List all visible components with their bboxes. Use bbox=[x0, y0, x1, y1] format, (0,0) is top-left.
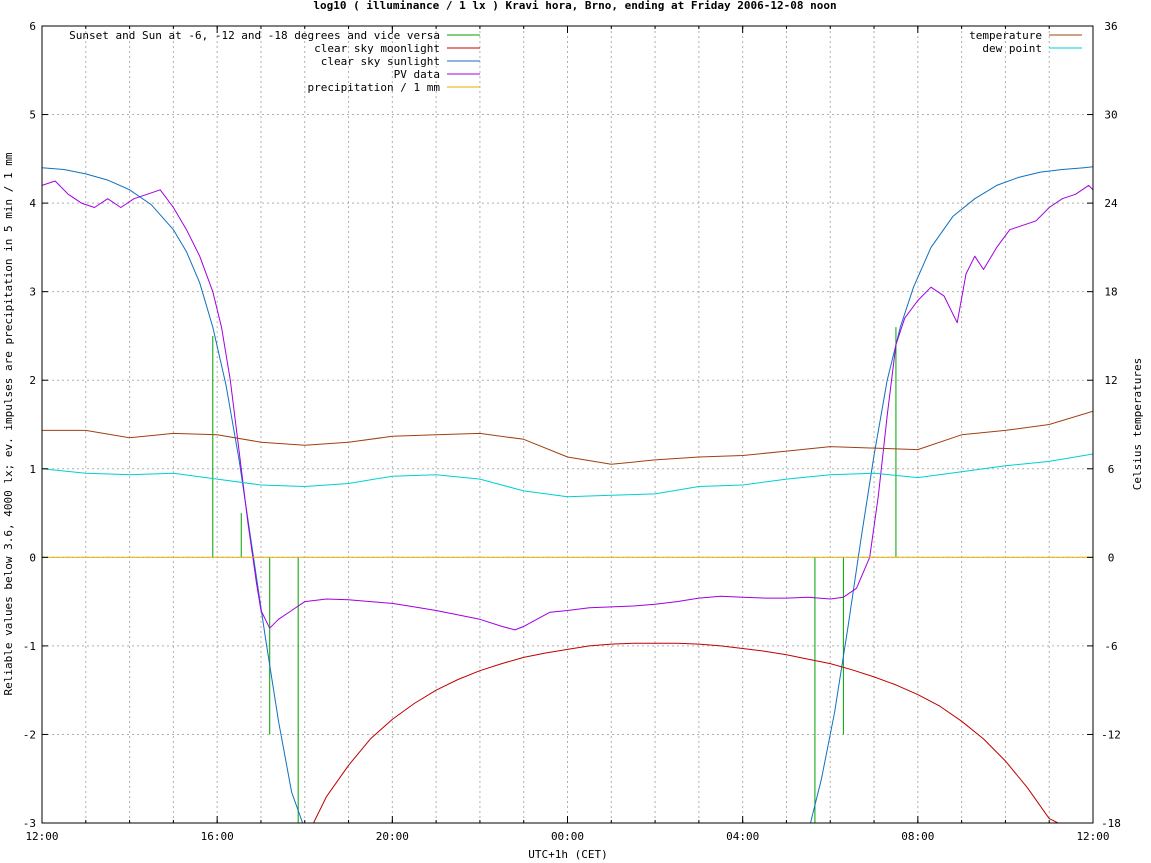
y-tick-label: 3 bbox=[29, 286, 36, 299]
x-tick-label: 08:00 bbox=[901, 830, 934, 843]
y2-tick-label: -12 bbox=[1101, 728, 1121, 741]
legend-label: clear sky moonlight bbox=[314, 42, 440, 55]
y-tick-label: 5 bbox=[29, 109, 36, 122]
y-tick-label: -1 bbox=[23, 640, 36, 653]
series-line bbox=[42, 410, 1093, 465]
x-tick-label: 20:00 bbox=[376, 830, 409, 843]
x-axis-label: UTC+1h (CET) bbox=[528, 848, 607, 861]
y-tick-label: 0 bbox=[29, 551, 36, 564]
y-tick-label: 4 bbox=[29, 197, 36, 210]
y-tick-label: -3 bbox=[23, 817, 36, 830]
y-tick-label: 1 bbox=[29, 463, 36, 476]
legend-label: dew point bbox=[982, 42, 1042, 55]
y2-tick-label: 12 bbox=[1104, 374, 1117, 387]
y-axis-label: Reliable values below 3.6, 4000 lx; ev. … bbox=[2, 152, 15, 695]
legend: Sunset and Sun at -6, -12 and -18 degree… bbox=[69, 29, 1082, 94]
x-tick-label: 12:00 bbox=[25, 830, 58, 843]
y2-axis-label: Celsius temperatures bbox=[1131, 358, 1144, 490]
legend-label: clear sky sunlight bbox=[321, 55, 440, 68]
legend-label: temperature bbox=[969, 29, 1042, 42]
x-tick-label: 12:00 bbox=[1076, 830, 1109, 843]
y2-tick-label: -18 bbox=[1101, 817, 1121, 830]
y2-tick-label: 36 bbox=[1104, 20, 1117, 33]
x-tick-label: 00:00 bbox=[551, 830, 584, 843]
series-line bbox=[42, 180, 1093, 631]
series-layer bbox=[42, 166, 1093, 823]
series-line bbox=[42, 453, 1093, 498]
y2-tick-label: 24 bbox=[1104, 197, 1118, 210]
y2-tick-label: 0 bbox=[1108, 551, 1115, 564]
y-tick-label: 6 bbox=[29, 20, 36, 33]
legend-label: precipitation / 1 mm bbox=[308, 81, 441, 94]
y2-tick-label: 18 bbox=[1104, 286, 1117, 299]
legend-label: Sunset and Sun at -6, -12 and -18 degree… bbox=[69, 29, 440, 42]
y2-tick-label: -6 bbox=[1104, 640, 1117, 653]
x-tick-label: 16:00 bbox=[201, 830, 234, 843]
y2-tick-label: 6 bbox=[1108, 463, 1115, 476]
y2-tick-label: 30 bbox=[1104, 109, 1117, 122]
series-line bbox=[313, 642, 1059, 823]
y-tick-label: 2 bbox=[29, 374, 36, 387]
series-line bbox=[42, 166, 1093, 823]
y-tick-label: -2 bbox=[23, 728, 36, 741]
legend-label: PV data bbox=[394, 68, 440, 81]
chart-title: log10 ( illuminance / 1 lx ) Kravi hora,… bbox=[313, 0, 836, 12]
x-tick-label: 04:00 bbox=[726, 830, 759, 843]
